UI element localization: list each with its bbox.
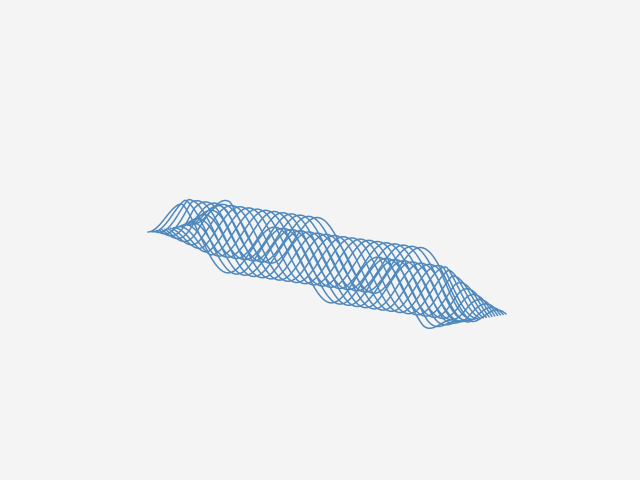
wave-line-4: [155, 199, 468, 324]
wave-line-15: [186, 213, 499, 321]
wave-line-9: [169, 205, 482, 319]
wave-lines-group: [147, 198, 507, 330]
wave-line-11: [175, 208, 487, 319]
wave-line-6: [161, 202, 473, 322]
wave-line-2: [150, 199, 462, 328]
wave-line-14: [183, 212, 496, 320]
wave-line-17: [192, 204, 504, 323]
wave-line-10: [172, 207, 485, 319]
wave-line-18: [195, 199, 507, 323]
wave-line-16: [189, 209, 502, 322]
wave-line-13: [181, 210, 493, 319]
